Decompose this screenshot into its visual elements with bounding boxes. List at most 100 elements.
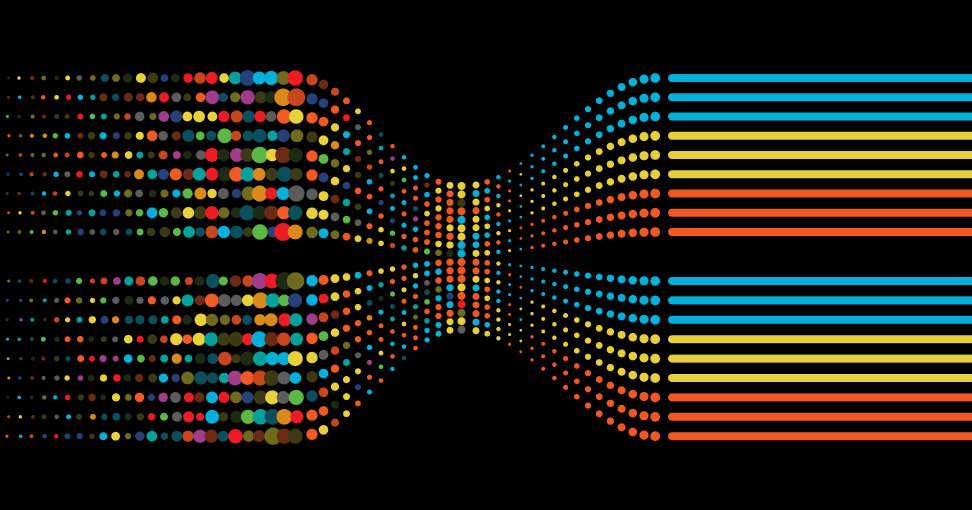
dot <box>496 212 501 217</box>
dot <box>278 294 291 307</box>
dot <box>457 266 466 275</box>
dot <box>563 356 569 362</box>
dot <box>100 336 107 343</box>
dot <box>277 371 291 385</box>
dot <box>148 355 156 363</box>
dot <box>182 168 195 181</box>
dot <box>30 317 35 322</box>
dot <box>76 170 83 178</box>
dot <box>617 156 626 165</box>
dot <box>251 146 269 164</box>
dot <box>389 205 396 211</box>
dot <box>650 111 661 122</box>
dot <box>484 321 491 328</box>
dot <box>101 413 108 421</box>
dot <box>182 111 193 122</box>
dot <box>17 279 22 283</box>
dot <box>147 413 156 421</box>
dot <box>496 221 501 227</box>
dot <box>240 351 255 366</box>
dot <box>472 292 480 301</box>
dot <box>288 185 305 202</box>
dot <box>354 287 362 295</box>
dot <box>242 430 255 442</box>
dot <box>7 376 11 380</box>
dot <box>378 295 384 302</box>
dot <box>240 148 255 162</box>
dot <box>519 286 523 289</box>
dot <box>541 206 546 211</box>
dot <box>617 349 626 358</box>
dot <box>5 115 9 118</box>
dot <box>217 148 230 162</box>
dot <box>264 273 280 289</box>
dot <box>606 142 615 151</box>
dot <box>240 409 256 424</box>
dot <box>378 172 384 178</box>
dot <box>484 295 491 302</box>
dot <box>136 151 144 159</box>
dot <box>160 335 168 344</box>
dot <box>530 358 534 362</box>
dot <box>41 210 46 216</box>
dot <box>171 92 182 103</box>
dot <box>64 375 70 381</box>
dot <box>530 346 534 351</box>
dot <box>412 262 419 269</box>
dot <box>330 382 340 391</box>
dot <box>124 433 132 440</box>
dot <box>508 209 512 213</box>
dot <box>182 314 192 325</box>
dot <box>6 337 10 341</box>
dot <box>484 232 491 238</box>
dot <box>42 433 47 439</box>
dot <box>435 330 442 337</box>
dot <box>204 429 218 443</box>
dot <box>342 148 351 156</box>
dot <box>113 113 120 120</box>
dot <box>435 295 442 302</box>
dot <box>354 352 362 359</box>
dot <box>29 230 34 234</box>
dot <box>628 96 638 106</box>
dot <box>401 355 407 361</box>
dot <box>135 373 144 383</box>
dot <box>251 272 268 290</box>
dot <box>227 370 243 386</box>
dot <box>148 189 157 198</box>
dot <box>508 303 512 307</box>
dot <box>606 310 615 318</box>
dot <box>124 132 132 140</box>
dot <box>88 209 96 217</box>
dot <box>230 110 243 123</box>
dot <box>606 107 615 115</box>
dot <box>552 281 557 287</box>
dot <box>378 378 384 383</box>
dot <box>650 130 661 141</box>
dot <box>541 169 546 174</box>
dot <box>584 386 592 393</box>
dot <box>252 205 267 220</box>
dot <box>41 75 47 81</box>
dot <box>552 134 557 140</box>
dot <box>366 237 373 244</box>
dot <box>519 296 523 300</box>
dot <box>573 286 580 293</box>
dot <box>252 370 268 386</box>
dot <box>53 317 60 323</box>
dot <box>276 186 290 201</box>
dot <box>41 356 46 361</box>
dot <box>123 73 133 83</box>
dot <box>318 387 329 398</box>
dot <box>573 347 580 354</box>
dot <box>99 228 107 236</box>
dot <box>42 278 47 284</box>
dot <box>424 210 430 217</box>
dot <box>124 113 131 120</box>
dot <box>171 411 183 422</box>
dot <box>457 300 466 309</box>
dot <box>265 167 278 181</box>
dot <box>639 208 649 218</box>
dot <box>135 315 145 325</box>
dot <box>123 374 132 382</box>
